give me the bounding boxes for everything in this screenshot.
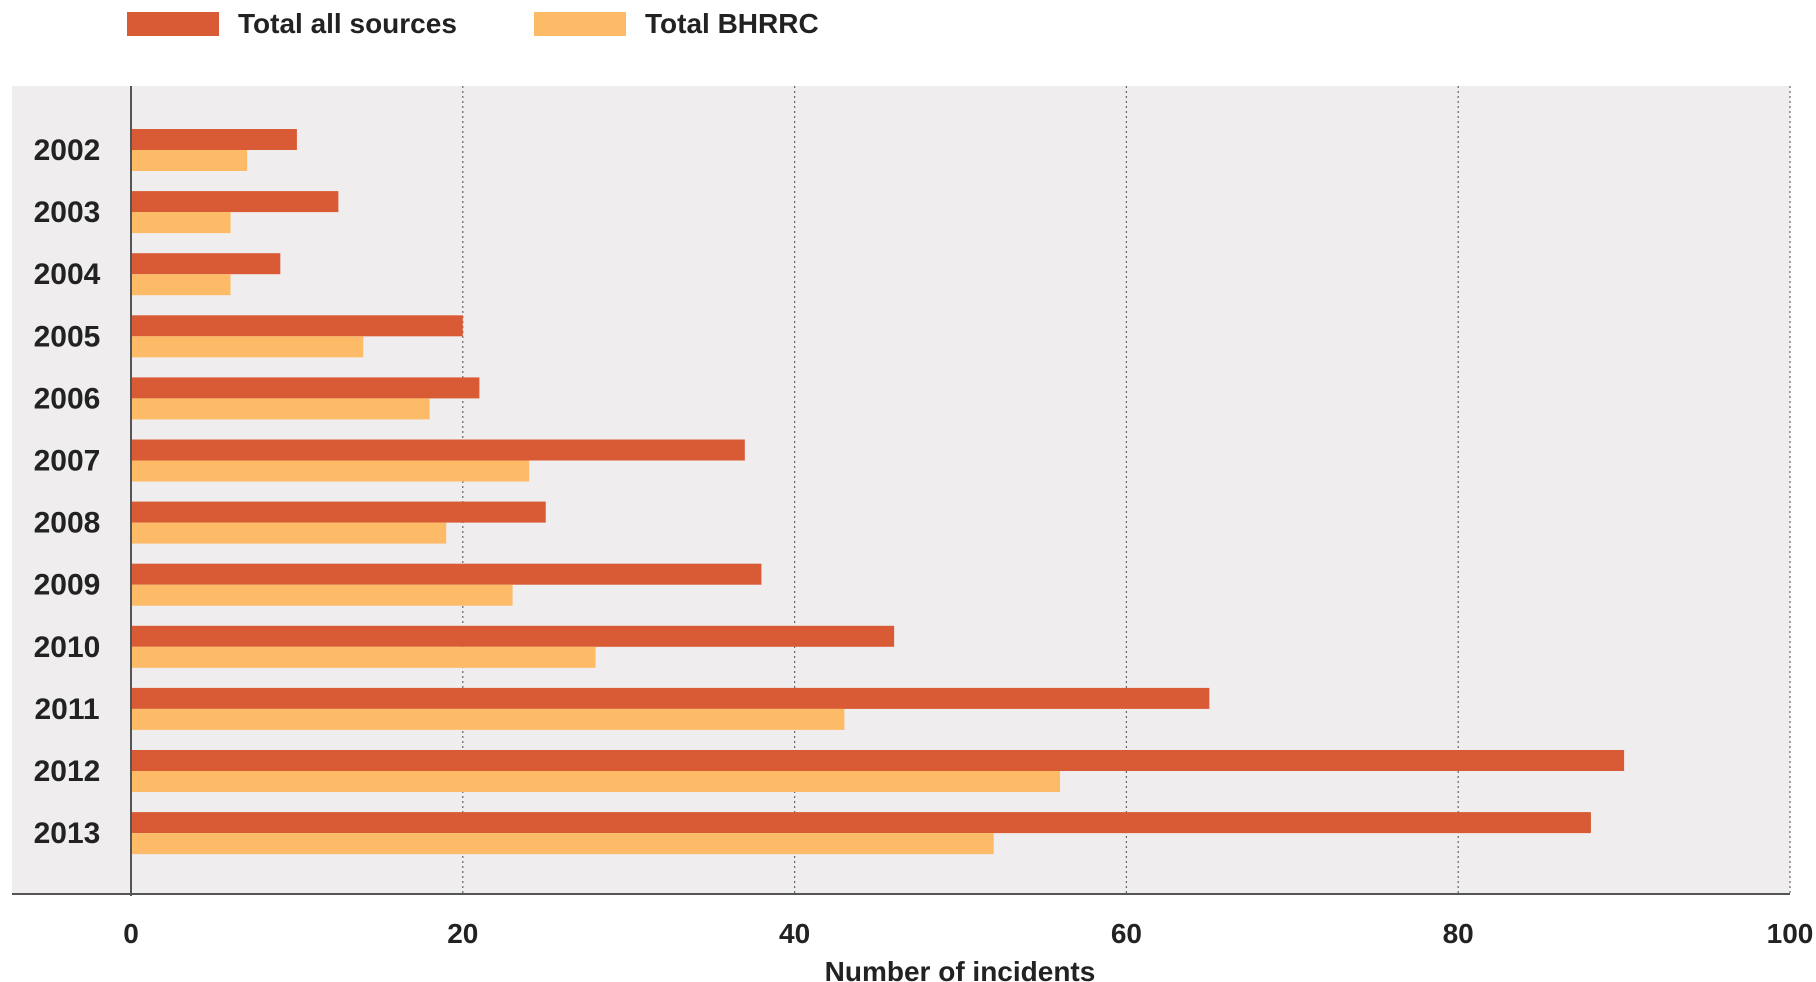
legend-swatch — [127, 12, 219, 36]
bar-2008-series-1 — [131, 501, 546, 523]
legend-label: Total BHRRC — [645, 8, 819, 39]
bar-2009-series-1 — [131, 563, 762, 585]
bar-2002-series-2 — [131, 150, 248, 171]
legend: Total all sources Total BHRRC — [127, 8, 819, 39]
y-tick-label: 2002 — [34, 134, 101, 167]
y-tick-label: 2003 — [34, 196, 101, 229]
bar-2005-series-2 — [131, 336, 364, 358]
x-tick-labels: 0 20 40 60 80 100 — [123, 918, 1813, 949]
x-tick-label: 0 — [123, 918, 139, 949]
legend-label: Total all sources — [238, 8, 457, 39]
bar-2006-series-2 — [131, 398, 430, 420]
x-tick-label: 40 — [779, 918, 810, 949]
y-tick-label: 2009 — [34, 569, 101, 602]
y-tick-label: 2005 — [34, 320, 101, 353]
y-tick-label: 2007 — [34, 445, 101, 478]
bar-2007-series-1 — [131, 439, 745, 461]
bar-2002-series-1 — [131, 129, 297, 150]
bar-2012-series-1 — [131, 750, 1625, 771]
bar-2010-series-2 — [131, 646, 596, 668]
bar-2007-series-2 — [131, 460, 530, 482]
bar-2005-series-1 — [131, 315, 463, 337]
bar-2006-series-1 — [131, 377, 480, 399]
y-tick-label: 2013 — [34, 817, 101, 850]
bar-2011-series-1 — [131, 687, 1210, 709]
bar-2003-series-1 — [131, 191, 339, 213]
bar-2004-series-2 — [131, 274, 231, 296]
y-tick-label: 2011 — [34, 693, 99, 726]
bar-2012-series-2 — [131, 771, 1061, 792]
y-tick-label: 2006 — [34, 382, 101, 415]
bar-2009-series-2 — [131, 584, 513, 606]
legend-swatch — [534, 12, 626, 36]
x-axis-label: Number of incidents — [825, 956, 1096, 982]
axes — [12, 86, 1790, 896]
y-tick-label: 2010 — [34, 631, 101, 664]
x-tick-label: 20 — [447, 918, 478, 949]
y-tick-label: 2008 — [34, 507, 101, 540]
bar-2003-series-2 — [131, 212, 231, 234]
bar-2004-series-1 — [131, 253, 281, 275]
bar-2010-series-1 — [131, 625, 895, 647]
bar-2013-series-2 — [131, 833, 994, 855]
y-tick-label: 2004 — [34, 258, 101, 291]
x-tick-label: 100 — [1767, 918, 1814, 949]
y-tick-label: 2012 — [34, 755, 101, 788]
x-tick-label: 60 — [1111, 918, 1142, 949]
bar-2013-series-1 — [131, 812, 1591, 834]
bars — [131, 129, 1625, 855]
bar-2011-series-2 — [131, 708, 845, 730]
x-tick-label: 80 — [1443, 918, 1474, 949]
y-category-labels: 2002 2003 2004 2005 2006 2007 2008 2009 2010 2011… — [34, 134, 101, 850]
bar-2008-series-2 — [131, 522, 447, 544]
